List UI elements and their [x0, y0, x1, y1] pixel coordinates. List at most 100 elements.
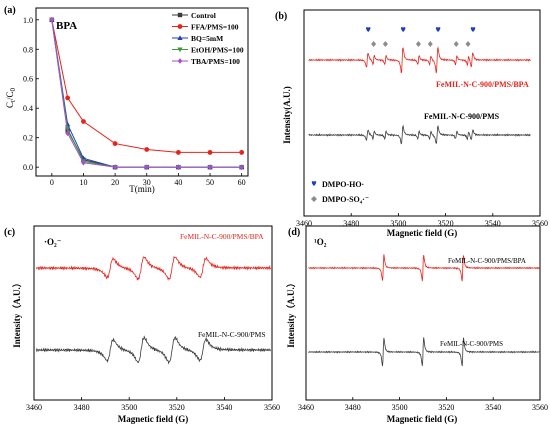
panel-a-annotation: BPA — [56, 20, 77, 32]
a-data-point — [49, 16, 55, 23]
panel-c-tag: (c) — [4, 227, 15, 238]
a-series-line-4 — [51, 19, 242, 168]
panel-d-tag: (d) — [288, 227, 300, 238]
panel-a-legend: Control FFA/PMS=100 BQ=5mM EtOH/PMS=100 TBA/… — [172, 11, 244, 66]
panel-d-spectrum-pms — [308, 337, 541, 367]
panel-a: (a) 0 10 20 30 40 50 60 0.0 0.2 0.4 0.6 0.8 1.0 BPA… — [4, 5, 249, 194]
a-y-tick-label: 1.0 — [23, 16, 33, 25]
a-x-tick-label: 0 — [50, 178, 54, 187]
panel-b-series-label-bpa: FeMIL-N-C-900/PMS/BPA — [436, 80, 529, 89]
panel-b-spectrum-pms — [308, 124, 531, 145]
b-xticks-label: 3460 — [296, 219, 312, 228]
legend-ho-label: DMPO-HO· — [322, 180, 364, 189]
a-data-point — [239, 164, 245, 170]
a-data-point — [207, 150, 213, 155]
c-xticks-label: 3480 — [74, 403, 90, 412]
d-xticks-label: 3520 — [438, 403, 454, 412]
a-legend-marker — [177, 58, 183, 64]
so4-peak-diamond-icon — [371, 41, 377, 47]
ho-peak-heart-icon — [365, 27, 371, 32]
panel-b-frame — [303, 9, 541, 217]
a-data-point — [175, 164, 181, 170]
a-legend-marker — [177, 12, 183, 18]
d-xticks-label: 3460 — [298, 403, 314, 412]
c-xticks-label: 3500 — [121, 403, 137, 412]
a-data-point — [81, 159, 86, 166]
panel-a-frame — [35, 7, 249, 177]
panel-d-series-label-bpa: FeMIL-N-C-900/PMS/BPA — [448, 257, 526, 265]
panel-d-series-label-pms: FeMIL-N-C-900/PMS — [440, 340, 503, 348]
so4-peak-diamond-icon — [465, 41, 471, 47]
a-data-point — [112, 164, 118, 170]
panel-c-spectrum-bpa — [36, 255, 271, 281]
a-legend-label: BQ=5mM — [191, 34, 223, 43]
panel-c-y-axis-label: Intensity（A.U.） — [12, 278, 22, 348]
a-legend-label: EtOH/PMS=100 — [191, 46, 244, 55]
ho-peak-heart-icon — [435, 27, 441, 32]
panel-b-peak-markers — [365, 27, 476, 47]
a-data-point — [81, 119, 86, 124]
a-data-point — [65, 126, 71, 132]
panel-c-frame — [33, 225, 273, 401]
c-xticks-label: 3460 — [26, 403, 42, 412]
so4-peak-diamond-icon — [427, 41, 433, 47]
a-data-point — [112, 141, 118, 146]
a-x-tick-label: 10 — [79, 178, 87, 187]
c-xticks-label: 3560 — [264, 403, 280, 412]
a-y-tick-label: 0.8 — [23, 45, 33, 54]
panel-a-y-axis-label: Ct/C0 — [5, 88, 17, 108]
panel-c-annotation: ·O₂⁻ — [44, 237, 62, 247]
a-legend-marker — [177, 35, 183, 40]
a-data-point — [175, 150, 181, 155]
a-y-tick-label: 0.4 — [23, 104, 33, 113]
so4-peak-diamond-icon — [453, 41, 459, 47]
so4-peak-diamond-icon — [415, 41, 421, 47]
a-legend-label: FFA/PMS=100 — [191, 23, 239, 32]
panel-d-annotation: ¹O₂ — [314, 237, 327, 247]
d-xticks-label: 3560 — [532, 403, 548, 412]
a-legend-label: Control — [191, 11, 216, 20]
a-x-tick-label: 60 — [238, 178, 246, 187]
panel-a-x-ticks: 0 10 20 30 40 50 60 — [50, 173, 246, 187]
panel-c: (c) 3460 3480 3500 3520 3540 3560 ·O₂⁻ Magnet… — [4, 225, 280, 424]
a-x-tick-label: 30 — [143, 178, 151, 187]
panel-d-spectrum-bpa — [308, 254, 541, 282]
panel-c-x-axis-label: Magnetic field (G) — [118, 414, 188, 424]
a-data-point — [207, 164, 213, 170]
panel-d-x-axis-label: Magnetic field (G) — [387, 414, 457, 424]
panel-b: (b) 3460 3480 3500 3520 3540 3560 Magnetic fi… — [275, 9, 548, 238]
a-series-4 — [49, 16, 245, 170]
panel-a-tag: (a) — [4, 5, 16, 16]
legend-so4-diamond-icon — [311, 196, 317, 202]
panel-b-x-ticks: 3460 3480 3500 3520 3540 3560 — [296, 213, 548, 228]
panel-b-tag: (b) — [275, 11, 287, 22]
panel-a-y-ticks: 0.0 0.2 0.4 0.6 0.8 1.0 — [23, 16, 39, 172]
d-xticks-label: 3540 — [485, 403, 501, 412]
a-y-tick-label: 0.0 — [23, 163, 33, 172]
legend-so4-label: DMPO-SO₄·⁻ — [322, 195, 369, 204]
b-xticks-label: 3480 — [343, 219, 359, 228]
a-data-point — [239, 150, 245, 155]
d-xticks-label: 3480 — [345, 403, 361, 412]
panel-c-series-label-bpa: FeMIL-N-C-900/PMS/BPA — [180, 232, 264, 241]
panel-b-x-axis-label: Magnetic field (G) — [387, 228, 457, 238]
panel-b-y-axis-label: Intensity(A.U.) — [282, 86, 292, 144]
a-y-tick-label: 0.6 — [23, 75, 33, 84]
panel-b-legend: DMPO-HO· DMPO-SO₄·⁻ — [311, 180, 369, 204]
panel-d-y-axis-label: Intensity（A.U.） — [286, 278, 296, 348]
so4-peak-diamond-icon — [382, 41, 388, 47]
panel-d-x-ticks: 3460 3480 3500 3520 3540 3560 — [298, 397, 548, 412]
d-xticks-label: 3500 — [392, 403, 408, 412]
a-y-tick-label: 0.2 — [23, 134, 33, 143]
panel-a-x-axis-label: T(min) — [129, 184, 155, 194]
b-xticks-label: 3540 — [485, 219, 501, 228]
b-xticks-label: 3560 — [532, 219, 548, 228]
a-series-line-1 — [51, 19, 242, 153]
a-data-point — [65, 130, 71, 137]
a-data-point — [144, 164, 150, 170]
panel-d-frame — [305, 225, 541, 401]
panel-a-series — [49, 16, 245, 170]
a-legend-marker — [177, 47, 183, 53]
a-x-tick-label: 50 — [206, 178, 214, 187]
a-data-point — [65, 95, 71, 101]
